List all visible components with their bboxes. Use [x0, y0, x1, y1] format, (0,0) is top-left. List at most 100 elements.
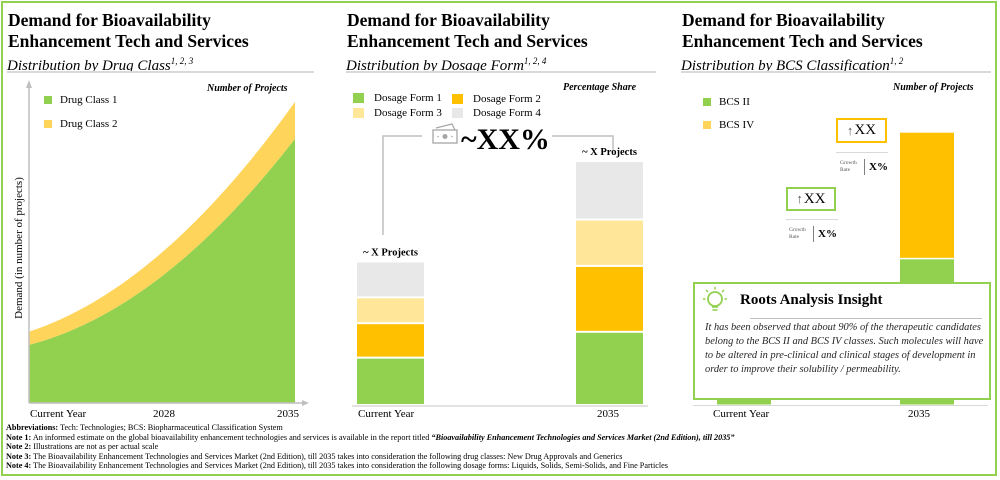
note-label: Abbreviations:: [6, 423, 59, 432]
note-label: Note 3:: [6, 451, 32, 461]
bar-segment-dosage-form-1: [576, 332, 643, 404]
legend-item-drug-class-1: Drug Class 1: [44, 94, 117, 106]
x-tick-label: 2035: [597, 408, 619, 420]
panel-title-line2: Enhancement Tech and Services: [8, 31, 249, 51]
growth-rate-value: X%: [864, 159, 888, 175]
legend-swatch: [452, 94, 463, 104]
growth-rate-value: X%: [813, 226, 837, 242]
area-chart: Demand (in number of projects): [13, 80, 309, 406]
up-arrow-icon: ↑: [846, 122, 854, 138]
growth-rate-label: Growth Rate: [789, 227, 806, 240]
note-4: Note 4: The Bioavailability Enhancement …: [6, 461, 668, 470]
area-series-drug-class-1: [29, 138, 295, 404]
legend-label: Dosage Form 2: [473, 93, 541, 105]
growth-rate-label: Growth Rate: [840, 160, 857, 173]
insight-text: It has been observed that about 90% of t…: [705, 322, 984, 375]
insight-box: Roots Analysis Insight It has been obser…: [693, 282, 991, 400]
note-text: An informed estimate on the global bioav…: [31, 432, 432, 442]
note-text: The Bioavailability Enhancement Technolo…: [31, 451, 623, 461]
legend-label: Dosage Form 1: [374, 92, 442, 104]
callout-divider: [786, 219, 838, 220]
insight-title: Roots Analysis Insight: [740, 292, 883, 308]
report-title: “Bioavailability Enhancement Technologie…: [431, 432, 735, 442]
legend-label: BCS IV: [719, 119, 755, 131]
x-tick-label: Current Year: [713, 408, 770, 420]
bar-segment-dosage-form-2: [576, 266, 643, 331]
subtitle-text: Distribution by Drug Class: [7, 58, 171, 74]
legend-swatch: [353, 108, 364, 118]
bar-total-label: ~ X Projects: [582, 147, 637, 158]
x-tick-label: 2028: [153, 408, 175, 420]
y-axis-arrow: [26, 80, 32, 88]
growth-connector-right: [552, 135, 614, 150]
unit-label: Number of Projects: [893, 82, 974, 93]
legend-swatch: [452, 108, 463, 118]
bar-segment-dosage-form-4: [357, 262, 424, 297]
legend-swatch: [703, 121, 711, 129]
legend-item-bcs-ii: BCS II: [703, 96, 750, 108]
note-text: Illustrations are not as per actual scal…: [31, 442, 159, 451]
bar-segment-dosage-form-3: [576, 220, 643, 265]
bar-segment-dosage-form-4: [576, 162, 643, 219]
legend-label: BCS II: [719, 96, 750, 108]
unit-label: Number of Projects: [207, 83, 288, 94]
bar-segment-dosage-form-3: [357, 298, 424, 323]
callout-divider: [836, 152, 888, 153]
y-axis-label: Demand (in number of projects): [13, 177, 25, 319]
x-tick-label: Current Year: [30, 408, 87, 420]
note-label: Note 1:: [6, 432, 32, 442]
subtitle-text: Distribution by BCS Classification: [681, 58, 890, 74]
subtitle-footnote-refs: 1, 2, 4: [523, 56, 547, 66]
growth-connector-left: [382, 135, 422, 235]
legend-item-bcs-iv: BCS IV: [703, 119, 754, 131]
title-divider: [681, 71, 991, 73]
panel-title-line1: Demand for Bioavailability: [682, 10, 885, 30]
subtitle-footnote-refs: 1, 2, 3: [170, 56, 194, 66]
callout-value: XX: [854, 122, 877, 138]
legend-item-dosage-form-4: Dosage Form 4: [452, 107, 541, 119]
up-arrow-icon: ↑: [796, 191, 803, 206]
legend-item-dosage-form-3: Dosage Form 3: [353, 107, 442, 119]
callout-value: XX: [803, 190, 826, 207]
legend-label: Drug Class 2: [60, 118, 118, 130]
legend-label: Drug Class 1: [60, 94, 118, 106]
bar-segment-dosage-form-2: [357, 324, 424, 357]
legend-item-dosage-form-1: Dosage Form 1: [353, 92, 442, 104]
subtitle-text: Distribution by Dosage Form: [346, 58, 524, 74]
legend-swatch: [703, 98, 711, 106]
x-tick-label: 2035: [277, 408, 299, 420]
subtitle-footnote-refs: 1, 2: [889, 56, 904, 66]
legend-swatch: [44, 120, 52, 128]
panel-title-line2: Enhancement Tech and Services: [682, 31, 923, 51]
unit-label: Percentage Share: [563, 82, 637, 93]
note-2: Note 2: Illustrations are not as per act…: [6, 442, 158, 451]
note-1: Note 1: An informed estimate on the glob…: [6, 433, 735, 442]
note-text: The Bioavailability Enhancement Technolo…: [31, 461, 668, 470]
bar-total-label: ~ X Projects: [363, 247, 418, 258]
note-abbreviations: Abbreviations: Tech: Technologies; BCS: …: [6, 423, 283, 432]
legend-swatch: [353, 93, 364, 103]
panel-title-line1: Demand for Bioavailability: [8, 10, 211, 30]
panel-subtitle: Distribution by Drug Class1, 2, 3: [7, 52, 193, 75]
bar-segment-dosage-form-1: [357, 358, 424, 404]
panel-subtitle: Distribution by Dosage Form1, 2, 4: [346, 52, 546, 75]
note-label: Note 2:: [6, 442, 32, 451]
callout-value-box: ↑ XX: [786, 187, 836, 211]
dosage-stacked-bar-chart: ~XX% ~ X Projects ~ X Projects: [352, 123, 648, 407]
x-axis-line: [693, 405, 988, 406]
insight-divider: [750, 318, 982, 319]
note-label: Note 4:: [6, 461, 32, 470]
panel-title-line2: Enhancement Tech and Services: [347, 31, 588, 51]
money-icon: [432, 123, 458, 144]
note-3: Note 3: The Bioavailability Enhancement …: [6, 452, 622, 461]
panel-title-line1: Demand for Bioavailability: [347, 10, 550, 30]
legend-swatch: [44, 96, 52, 104]
callout-value-box: ↑ XX: [836, 118, 887, 143]
legend-item-dosage-form-2: Dosage Form 2: [452, 93, 541, 105]
x-tick-label: Current Year: [358, 408, 415, 420]
x-axis-arrow: [302, 400, 309, 406]
x-tick-label: 2035: [908, 408, 930, 420]
lightbulb-icon: [703, 287, 727, 311]
growth-percentage-label: ~XX%: [461, 123, 550, 156]
